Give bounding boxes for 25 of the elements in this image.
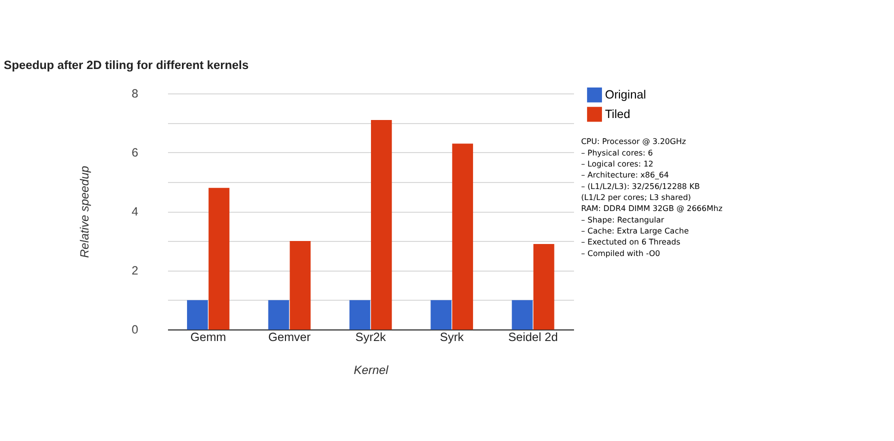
bar: [533, 244, 554, 330]
bar: [430, 300, 452, 330]
legend-label: Original: [604, 88, 646, 102]
x-tick-label: Seidel 2d: [508, 330, 558, 344]
bar: [349, 300, 370, 330]
y-tick-label: 8: [132, 86, 139, 101]
bar: [452, 144, 474, 330]
bar: [187, 300, 208, 330]
y-tick-label: 4: [132, 204, 139, 219]
x-axis-title: Kernel: [354, 362, 389, 377]
x-tick-label: Syrk: [440, 330, 464, 344]
chart-title: Speedup after 2D tiling for different kernels: [4, 58, 249, 72]
legend-label: Tiled: [604, 107, 630, 122]
bar: [370, 120, 392, 330]
bar: [208, 188, 230, 330]
bar: [268, 300, 290, 330]
x-tick-label: Syr2k: [355, 330, 386, 344]
y-tick-label: 2: [132, 264, 139, 278]
y-axis-title: Relative speedup: [77, 166, 92, 258]
y-tick-label: 6: [132, 146, 139, 160]
y-tick-label: 0: [132, 322, 139, 337]
x-tick-label: Gemver: [268, 330, 311, 344]
bar: [512, 300, 533, 330]
x-tick-label: Gemm: [190, 330, 226, 344]
bar: [290, 241, 311, 330]
